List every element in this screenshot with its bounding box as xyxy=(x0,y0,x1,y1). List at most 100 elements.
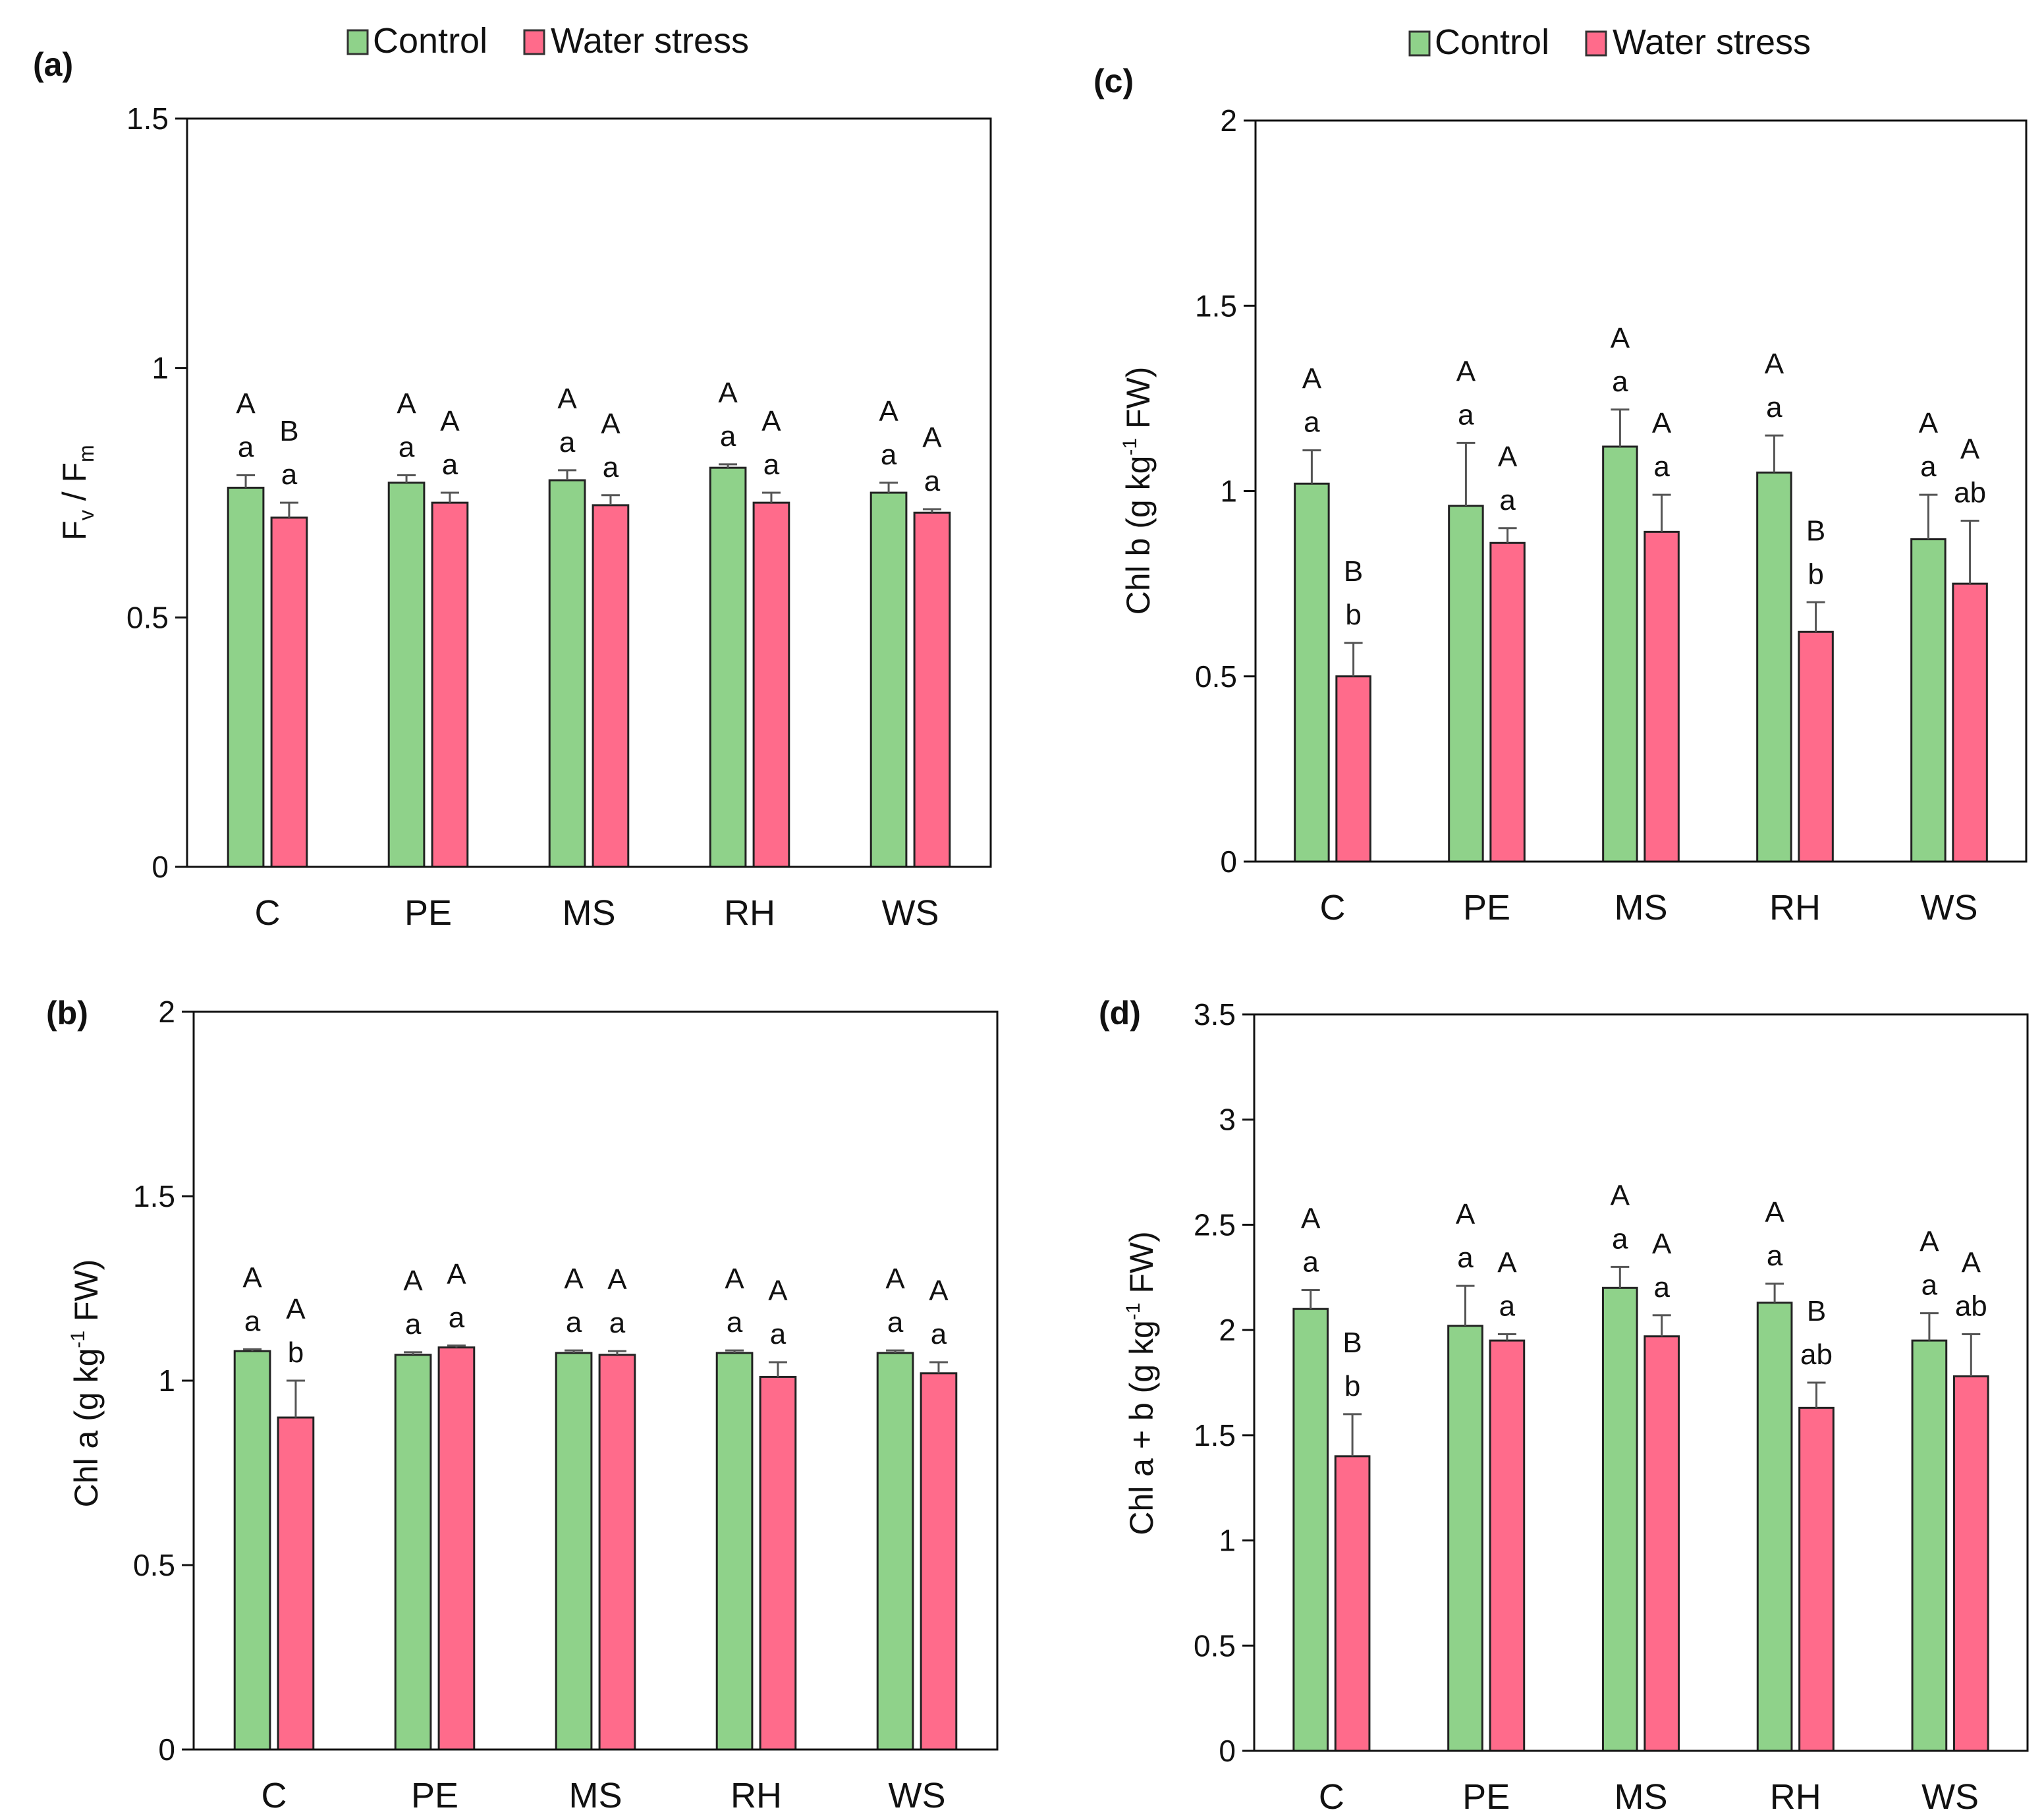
bar-water-stress xyxy=(1335,675,1371,863)
significance-letter-lower: a xyxy=(1499,484,1516,516)
x-category-label: WS xyxy=(882,893,939,933)
bar-water-stress xyxy=(1643,1335,1680,1752)
significance-letter-upper: B xyxy=(279,415,298,447)
significance-letter-upper: A xyxy=(1919,407,1939,439)
significance-letter-upper: A xyxy=(236,387,256,420)
significance-letter-lower: a xyxy=(1499,1290,1516,1323)
bar-control xyxy=(715,1352,754,1751)
legend-swatch-water-stress xyxy=(1585,30,1607,57)
x-category-label: RH xyxy=(731,1776,782,1815)
legend-label-control: Control xyxy=(373,21,487,61)
y-axis-label: Fv / Fm xyxy=(56,445,98,540)
significance-letter-lower: a xyxy=(609,1307,626,1339)
bar-water-stress xyxy=(1334,1455,1371,1752)
significance-letter-upper: B xyxy=(1806,514,1825,547)
significance-letter-upper: A xyxy=(885,1263,905,1295)
significance-letter-upper: A xyxy=(1611,322,1630,354)
significance-letter-lower: b xyxy=(1345,599,1361,631)
significance-letter-upper: A xyxy=(1652,1228,1672,1260)
y-tick-label: 3.5 xyxy=(1194,997,1236,1032)
significance-letter-upper: A xyxy=(447,1258,466,1290)
bar-water-stress xyxy=(437,1346,476,1751)
y-tick-label: 1 xyxy=(1220,474,1237,509)
significance-letter-lower: a xyxy=(405,1308,422,1340)
bar-control xyxy=(555,1352,593,1751)
significance-letter-upper: A xyxy=(1920,1226,1939,1258)
chart-panel-c: (c) Chl b (g kg-1 FW) 00.511.52 aAbBaAaA… xyxy=(1093,63,2028,927)
y-tick-label: 0 xyxy=(1220,844,1237,879)
significance-letter-lower: ab xyxy=(1800,1338,1833,1371)
bar-water-stress xyxy=(1798,630,1834,863)
y-tick-label: 0 xyxy=(1219,1734,1236,1768)
x-category-label: RH xyxy=(1770,1777,1821,1817)
x-category-label: MS xyxy=(1615,1777,1668,1817)
x-category-label: WS xyxy=(1921,888,1978,927)
significance-letter-lower: a xyxy=(931,1318,947,1350)
significance-letter-lower: a xyxy=(1653,451,1670,483)
y-tick-label: 0.5 xyxy=(133,1548,175,1582)
x-category-label: PE xyxy=(1463,888,1510,927)
significance-letter-lower: a xyxy=(449,1302,465,1334)
panel-label: (c) xyxy=(1093,63,1134,99)
x-category-label: WS xyxy=(889,1776,946,1815)
bar-water-stress xyxy=(1952,582,1988,863)
legend-label-water-stress: Water stress xyxy=(551,21,749,61)
y-tick-label: 1 xyxy=(158,1364,175,1398)
x-category-label: RH xyxy=(724,893,775,933)
legend-swatch-control xyxy=(1408,30,1431,57)
y-tick-label: 1.5 xyxy=(1195,289,1237,323)
x-category-label: PE xyxy=(1462,1777,1510,1817)
bar-control xyxy=(1756,1302,1793,1752)
significance-letter-lower: a xyxy=(1920,451,1937,483)
bar-water-stress xyxy=(1489,1339,1526,1752)
bar-control xyxy=(709,466,747,868)
bar-control xyxy=(1911,1339,1948,1752)
x-category-label: C xyxy=(262,1776,287,1815)
significance-letter-upper: A xyxy=(725,1263,744,1295)
significance-letter-upper: A xyxy=(557,383,577,415)
y-tick-label: 0.5 xyxy=(1195,659,1237,694)
significance-letter-lower: a xyxy=(442,449,458,481)
significance-letter-upper: A xyxy=(601,408,621,440)
significance-letter-lower: a xyxy=(887,1306,904,1338)
plot-frame xyxy=(1253,1013,2029,1752)
y-tick-label: 0 xyxy=(158,1732,175,1767)
x-category-label: PE xyxy=(411,1776,458,1815)
x-category-label: RH xyxy=(1769,888,1821,927)
significance-letter-lower: ab xyxy=(1954,477,1986,509)
significance-letter-upper: A xyxy=(1765,348,1784,380)
panel-label: (b) xyxy=(46,995,88,1032)
y-tick-label: 1.5 xyxy=(133,1179,175,1213)
y-tick-label: 1 xyxy=(1219,1524,1236,1558)
x-category-label: MS xyxy=(1615,888,1668,927)
significance-letter-lower: a xyxy=(559,426,576,458)
y-tick-label: 1 xyxy=(152,351,169,385)
significance-letter-upper: B xyxy=(1344,555,1363,588)
bar-water-stress xyxy=(1643,530,1680,863)
significance-letter-lower: a xyxy=(1767,1240,1783,1272)
significance-letter-upper: A xyxy=(403,1265,423,1297)
significance-letter-lower: a xyxy=(399,431,415,463)
bar-water-stress xyxy=(1952,1375,1989,1752)
significance-letter-upper: A xyxy=(1302,363,1322,395)
significance-letter-upper: A xyxy=(564,1263,584,1295)
significance-letter-lower: a xyxy=(770,1318,787,1350)
significance-letter-upper: A xyxy=(1301,1202,1321,1234)
significance-letter-lower: ab xyxy=(1955,1290,1987,1323)
significance-letter-lower: a xyxy=(1766,391,1782,424)
legend-right: Control Water stress xyxy=(1408,22,1811,62)
significance-letter-lower: a xyxy=(881,439,897,471)
bar-water-stress xyxy=(277,1416,315,1751)
legend-swatch-control xyxy=(346,29,369,55)
bar-control xyxy=(1447,1325,1483,1752)
bar-control xyxy=(1602,445,1638,863)
y-axis-label: Chl a + b (g kg-1 FW) xyxy=(1122,1231,1160,1535)
significance-letter-upper: A xyxy=(1765,1196,1784,1228)
y-tick-label: 0.5 xyxy=(1194,1628,1236,1663)
significance-letter-upper: A xyxy=(1960,433,1980,466)
significance-letter-lower: a xyxy=(1653,1271,1670,1304)
y-tick-label: 1.5 xyxy=(1194,1418,1236,1452)
